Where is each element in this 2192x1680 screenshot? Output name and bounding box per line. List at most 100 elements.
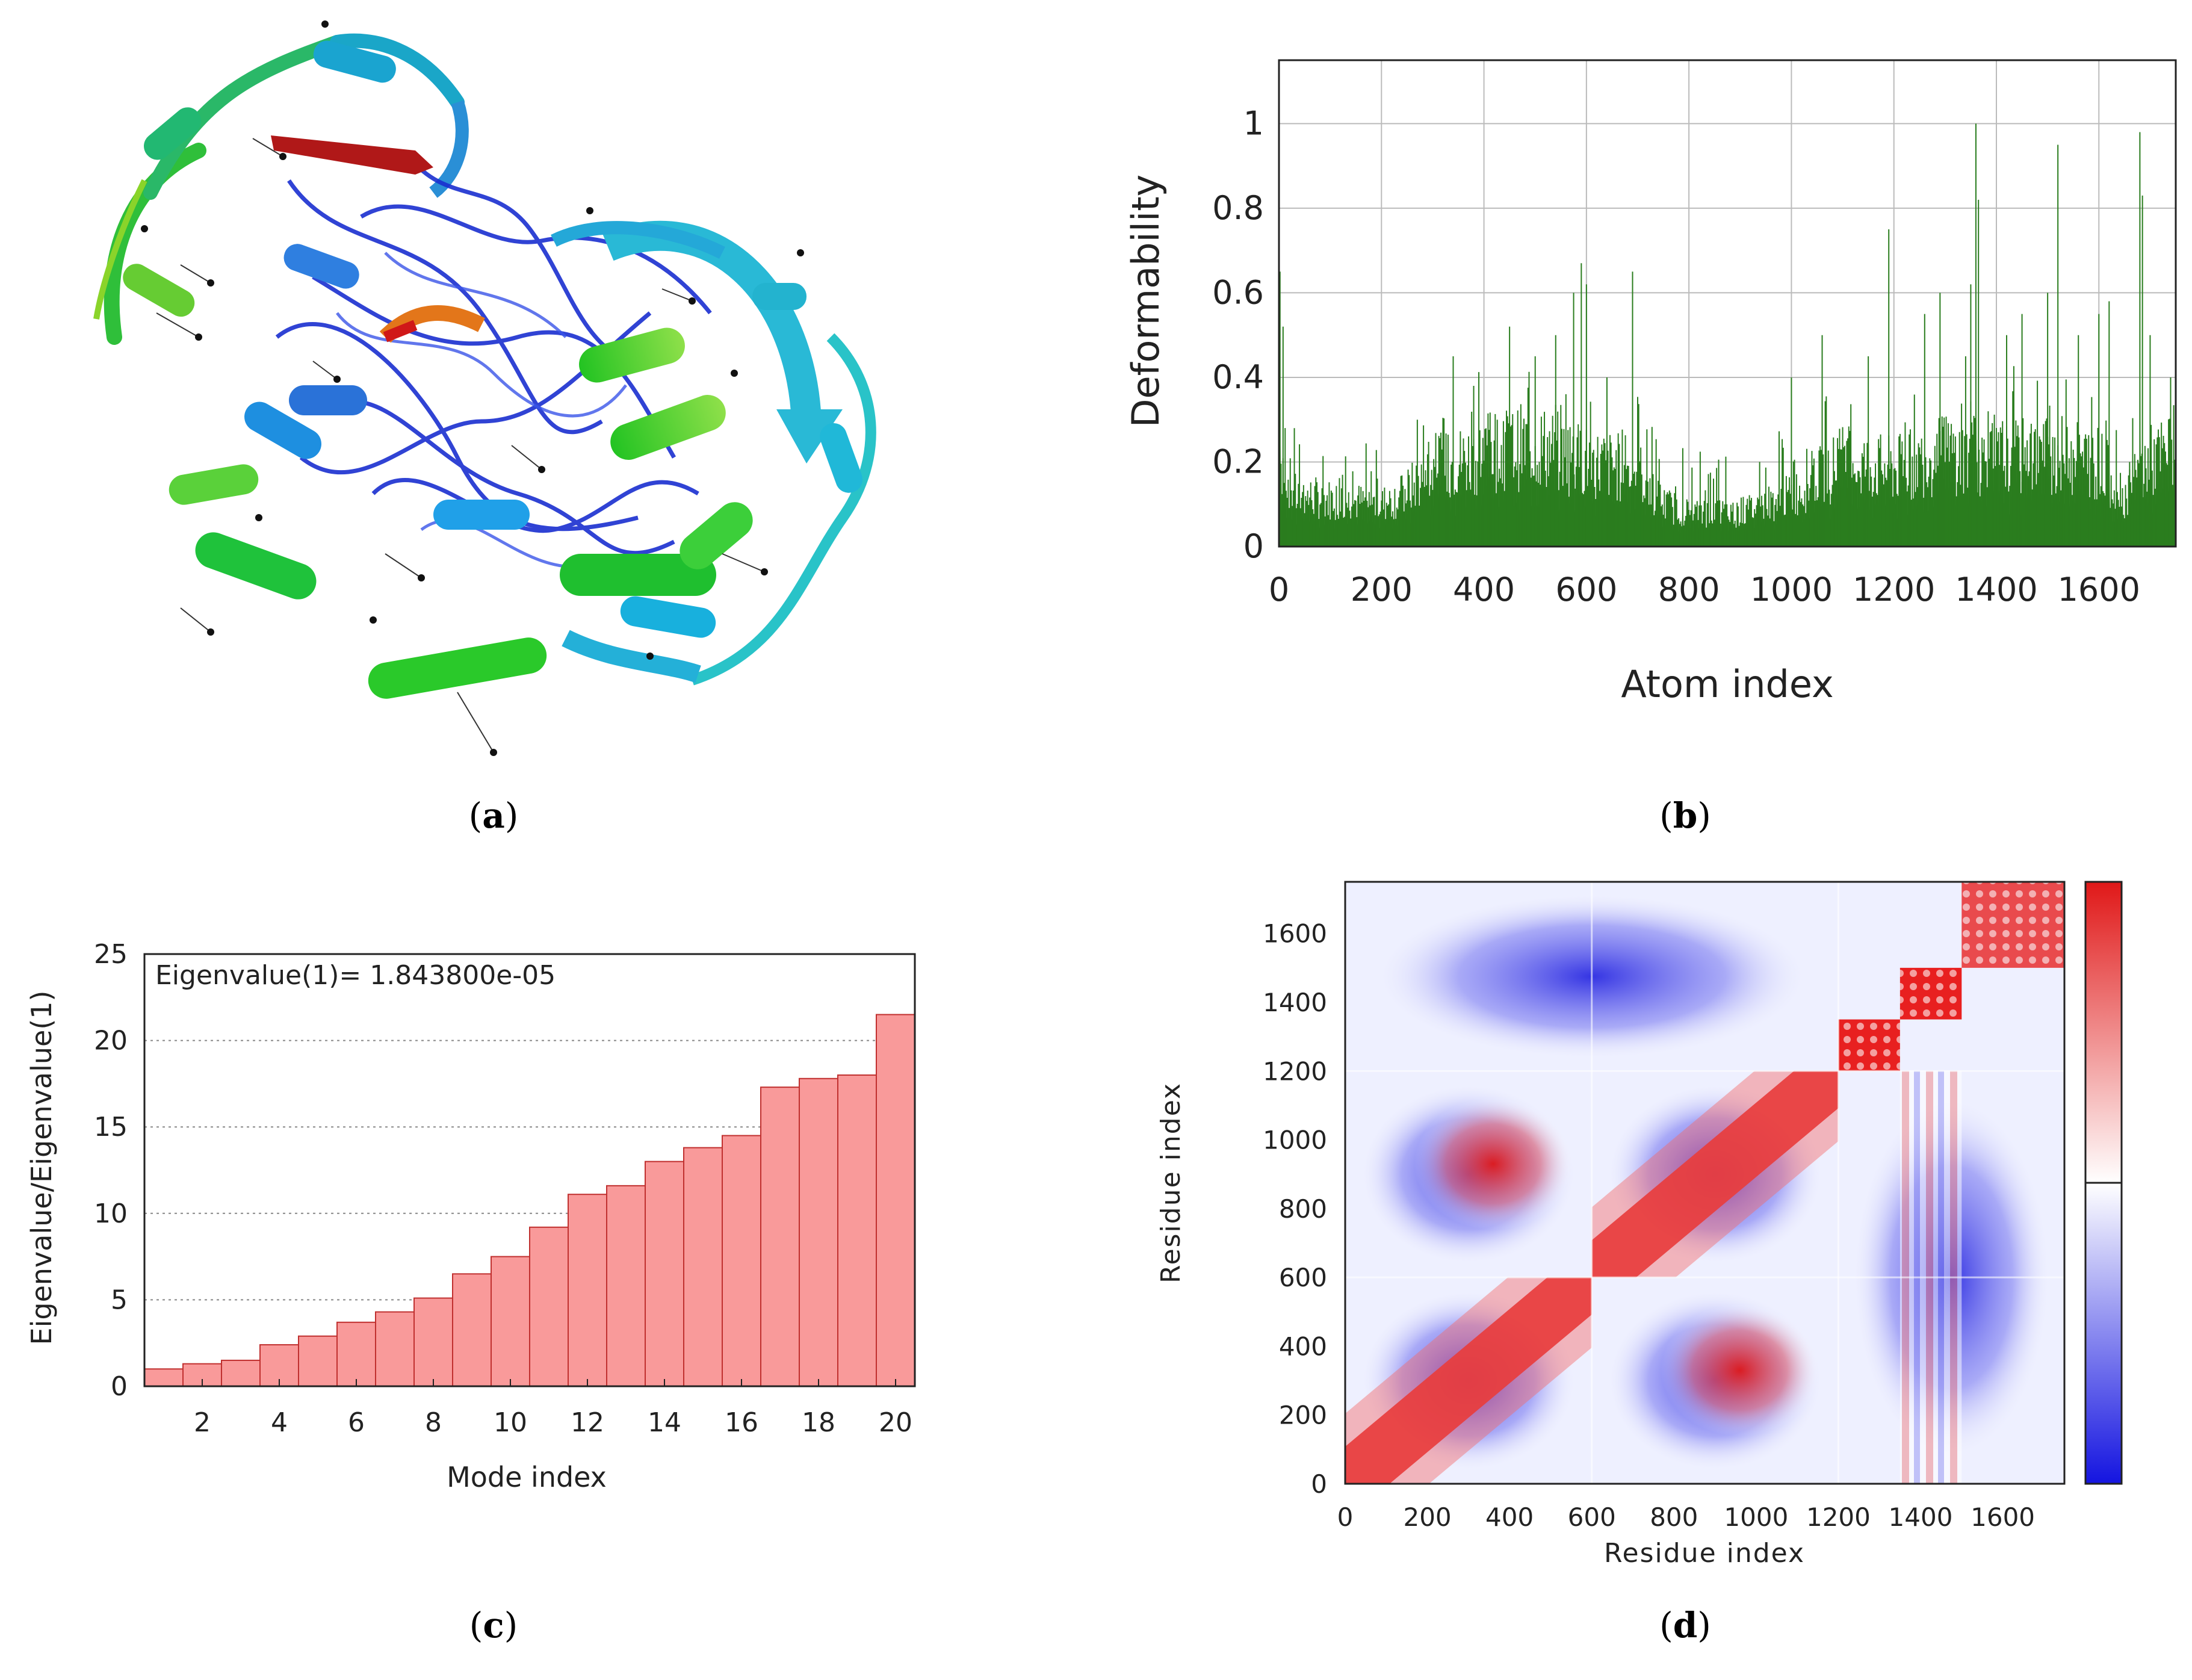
- x-tick-label: 14: [648, 1407, 681, 1438]
- x-axis-title: Mode index: [447, 1461, 607, 1493]
- bar: [413, 1297, 453, 1387]
- protein-ribbon: [330, 33, 465, 110]
- y-tick-label: 800: [1279, 1194, 1327, 1224]
- bar: [722, 1135, 761, 1387]
- bar: [221, 1359, 261, 1387]
- heatmap-cells: [1345, 882, 2064, 1484]
- x-tick-label: 200: [1403, 1502, 1451, 1532]
- diagonal-correlation-band: [1345, 1277, 1592, 1484]
- bar: [799, 1077, 838, 1387]
- bar: [568, 1194, 607, 1387]
- bar: [491, 1256, 530, 1387]
- x-tick-label: 1400: [1889, 1502, 1953, 1532]
- x-tick-label: 12: [571, 1407, 604, 1438]
- diagonal-correlation-halo: [1591, 1071, 1839, 1278]
- x-tick-label: 20: [879, 1407, 912, 1438]
- panel-label-d: (d): [1659, 1605, 1711, 1646]
- positive-correlation-blob: [1661, 1304, 1819, 1437]
- bar: [144, 1368, 184, 1387]
- x-tick-label: 400: [1453, 571, 1515, 609]
- protein-ribbon: [562, 630, 701, 683]
- protein-ribbon: [429, 100, 469, 198]
- positive-correlation-block: [1899, 967, 1962, 1020]
- y-tick-label: 1200: [1263, 1056, 1327, 1086]
- x-tick-label: 1200: [1853, 571, 1935, 609]
- x-tick-label: 4: [271, 1407, 288, 1438]
- x-tick-label: 1600: [1971, 1502, 2035, 1532]
- bar: [336, 1321, 376, 1387]
- y-tick-label: 0.8: [1212, 189, 1264, 227]
- panel-label-a: (a): [469, 795, 519, 836]
- y-axis-title: Eigenvalue/Eigenvalue(1): [25, 991, 58, 1345]
- plot-frame: [143, 953, 916, 1387]
- protein-helices: [123, 107, 753, 699]
- x-tick-label: 1000: [1750, 571, 1833, 609]
- diagonal-correlation-halo: [1345, 1277, 1592, 1484]
- y-tick-label: 0: [1243, 527, 1264, 565]
- y-tick-label: 1400: [1263, 988, 1327, 1017]
- plot-frame: [1344, 881, 2066, 1485]
- x-tick-label: 400: [1485, 1502, 1534, 1532]
- bar: [452, 1273, 492, 1387]
- striped-correlation-region: [1899, 1071, 1962, 1278]
- x-tick-label: 16: [725, 1407, 758, 1438]
- y-axis-title: Residue index: [1156, 1082, 1186, 1283]
- x-tick-label: 2: [194, 1407, 211, 1438]
- positive-correlation-blob: [1414, 1097, 1572, 1230]
- protein-ribbon: [551, 221, 725, 259]
- y-tick-label: 1000: [1263, 1126, 1327, 1155]
- x-tick-label: 1400: [1955, 571, 2037, 609]
- displacement-vectors: [156, 138, 765, 753]
- deformability-chart: 0 200 400 600 800 1000 1200 1400 1600 0 0.2 0.4 0.6…: [1124, 59, 2177, 706]
- bar: [606, 1185, 646, 1387]
- plot-frame: [1278, 59, 2177, 548]
- x-tick-label: 1200: [1806, 1502, 1871, 1532]
- x-tick-label: 1000: [1724, 1502, 1788, 1532]
- striped-correlation-region: [1899, 1277, 1962, 1484]
- x-tick-label: 800: [1658, 571, 1720, 609]
- x-tick-label: 1600: [2058, 571, 2140, 609]
- protein-ribbon: [143, 35, 344, 200]
- x-tick-label: 200: [1351, 571, 1413, 609]
- x-tick-label: 0: [1269, 571, 1289, 609]
- x-axis-title: Atom index: [1621, 662, 1833, 706]
- bar: [683, 1147, 723, 1387]
- bar: [760, 1086, 800, 1387]
- eigenvalue-annotation: Eigenvalue(1)= 1.843800e-05: [155, 960, 556, 991]
- diagonal-correlation-band: [1591, 1071, 1839, 1278]
- x-axis-title: Residue index: [1604, 1538, 1805, 1569]
- x-tick-label: 600: [1555, 571, 1617, 609]
- correlation-heatmap: 0 200 400 600 800 1000 1200 1400 1600 0 200 400 600…: [1156, 881, 2123, 1569]
- x-tick-label: 600: [1568, 1502, 1616, 1532]
- x-tick-label: 0: [1337, 1502, 1354, 1532]
- y-tick-label: 20: [94, 1026, 128, 1056]
- bar: [876, 1014, 915, 1387]
- x-tick-label: 10: [494, 1407, 527, 1438]
- motion-arrowhead: [776, 409, 843, 463]
- protein-structure-illustration: [93, 20, 876, 756]
- protein-ribbon: [690, 333, 876, 686]
- bar: [529, 1226, 569, 1387]
- y-tick-label: 0.4: [1212, 358, 1264, 396]
- y-tick-label: 15: [94, 1112, 128, 1142]
- bar: [645, 1161, 684, 1387]
- y-axis-title: Deformability: [1124, 175, 1168, 427]
- y-tick-label: 0.6: [1212, 273, 1264, 311]
- motion-arrow-red: [271, 135, 433, 175]
- y-tick-label: 10: [94, 1198, 128, 1229]
- y-tick-label: 600: [1279, 1263, 1327, 1292]
- y-tick-label: 1: [1243, 104, 1264, 142]
- y-tick-label: 0: [1311, 1469, 1327, 1499]
- positive-correlation-block: [1961, 882, 2064, 968]
- bar: [837, 1074, 877, 1387]
- x-tick-label: 8: [425, 1407, 442, 1438]
- deformability-series: [1278, 123, 2176, 547]
- bars: [144, 1014, 915, 1387]
- protein-ribbon: [93, 179, 147, 320]
- x-tick-label: 6: [348, 1407, 365, 1438]
- x-tick-label: 800: [1650, 1502, 1698, 1532]
- bar: [298, 1335, 338, 1387]
- bar: [375, 1311, 415, 1387]
- eigenvalue-bar-chart: Eigenvalue(1)= 1.843800e-05 2 4 6 8 10 12 14 16…: [25, 939, 916, 1493]
